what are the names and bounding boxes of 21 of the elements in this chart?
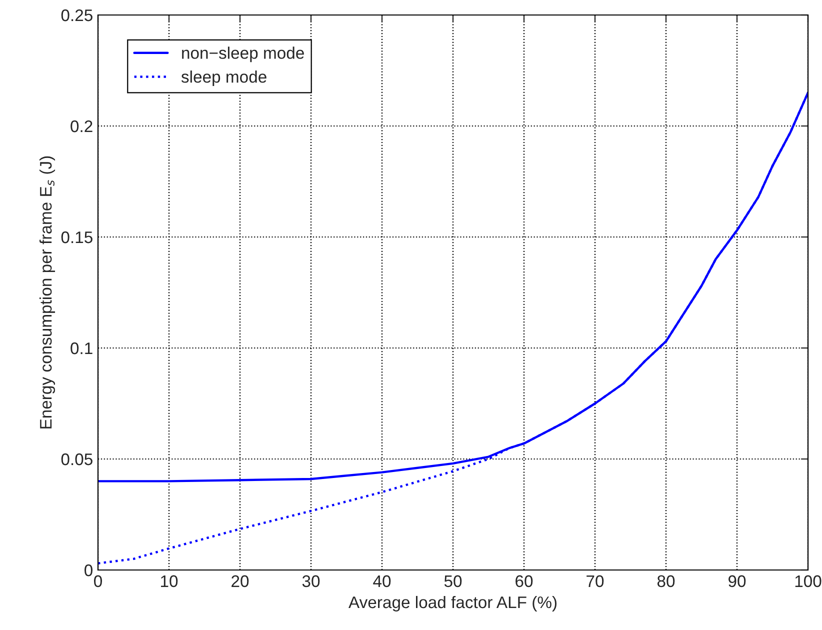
y-axis-title: Energy consumption per frame E$_{s}$ (J) <box>39 156 56 428</box>
x-tick-label: 10 <box>161 575 178 588</box>
y-tick-label: 0 <box>84 564 92 576</box>
y-tick-label: 0.1 <box>70 342 92 354</box>
legend-label: non−sleep mode <box>182 46 304 62</box>
y-tick-label: 0.15 <box>61 231 92 244</box>
legend-label: sleep mode <box>181 70 266 86</box>
y-tick-label: 0.2 <box>70 120 92 132</box>
x-tick-label: 20 <box>232 575 249 588</box>
x-tick-label: 50 <box>444 575 462 588</box>
x-tick-label: 100 <box>795 575 822 588</box>
x-tick-label: 40 <box>373 575 391 588</box>
x-axis-title: Average load factor ALF (%) <box>348 596 557 612</box>
y-tick-label: 0.05 <box>61 453 92 466</box>
x-tick-label: 0 <box>94 575 102 588</box>
x-tick-label: 30 <box>302 575 320 588</box>
x-tick-label: 60 <box>516 575 533 588</box>
x-tick-label: 90 <box>728 575 746 588</box>
x-tick-label: 80 <box>657 575 675 588</box>
y-tick-label: 0.25 <box>61 9 92 22</box>
x-tick-label: 70 <box>586 575 604 588</box>
